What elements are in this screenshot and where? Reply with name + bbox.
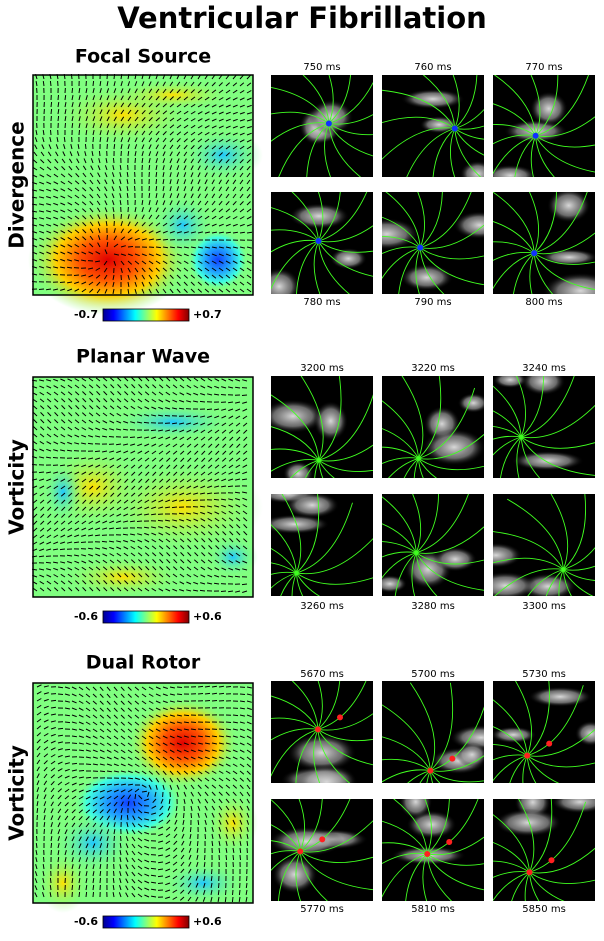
frame-label: 790 ms — [414, 297, 451, 308]
heatmap — [28, 74, 263, 315]
critical-point — [424, 851, 430, 857]
critical-point — [319, 836, 325, 842]
wavefront — [400, 264, 453, 291]
wavefront — [399, 785, 432, 819]
frame-label: 5670 ms — [300, 669, 344, 680]
colorbar — [103, 611, 189, 623]
critical-point — [533, 133, 539, 139]
frame-label: 3280 ms — [411, 601, 455, 612]
wavefront — [272, 856, 317, 894]
frame-label: 5810 ms — [411, 904, 455, 915]
wavefront — [528, 687, 592, 707]
heatmap-blob — [153, 195, 213, 255]
frame-label: 3240 ms — [522, 363, 566, 374]
critical-point — [417, 245, 423, 251]
frame-label: 5730 ms — [522, 669, 566, 680]
colorbar-max-label: +0.7 — [193, 308, 222, 321]
heatmap-blob — [208, 793, 258, 853]
wavefront — [330, 248, 367, 269]
wavefront — [285, 492, 339, 518]
colorbar-min-label: -0.6 — [74, 915, 98, 928]
panel-title: Focal Source — [75, 46, 211, 68]
colorbar-max-label: +0.6 — [193, 610, 222, 623]
frame-label: 780 ms — [303, 297, 340, 308]
colorbar — [103, 916, 189, 928]
wavefront — [423, 429, 486, 466]
critical-point — [531, 250, 537, 256]
critical-point — [446, 839, 452, 845]
critical-point — [449, 756, 455, 762]
critical-point — [548, 857, 554, 863]
frame-label: 5850 ms — [522, 904, 566, 915]
critical-point — [297, 848, 303, 854]
heatmap-blob — [63, 557, 183, 597]
heatmap-blob — [163, 863, 243, 903]
wavefront — [373, 575, 407, 593]
colorbar — [103, 309, 189, 321]
frame-label: 3300 ms — [522, 601, 566, 612]
critical-point — [427, 768, 433, 774]
frame-label: 3200 ms — [300, 363, 344, 374]
critical-point — [316, 238, 322, 244]
panel-title: Dual Rotor — [86, 652, 201, 674]
frame-thumbnail — [470, 482, 604, 657]
heatmap-blob — [183, 130, 263, 180]
wavefront — [289, 203, 349, 229]
frame-label: 760 ms — [414, 62, 451, 73]
wavefront — [512, 451, 584, 470]
frame-label: 5700 ms — [411, 669, 455, 680]
arrows — [32, 74, 252, 294]
colorbar-min-label: -0.6 — [74, 610, 98, 623]
wavefront — [458, 393, 489, 413]
heatmap-blob — [43, 462, 83, 522]
heatmap-blob — [38, 853, 88, 913]
critical-point — [524, 753, 530, 759]
wavefront — [433, 547, 476, 572]
y-axis-label: Vorticity — [5, 439, 29, 535]
heatmap — [33, 683, 258, 913]
wavefront — [283, 461, 313, 486]
wavefront — [530, 91, 568, 126]
critical-point — [326, 120, 332, 126]
frame-content — [228, 642, 408, 817]
frame-label: 3220 ms — [411, 363, 455, 374]
heatmap-blob — [208, 537, 258, 577]
main-title: Ventricular Fibrillation — [117, 1, 487, 35]
critical-point — [315, 726, 321, 732]
frame-label: 5770 ms — [300, 904, 344, 915]
critical-point — [337, 714, 343, 720]
frame-label: 770 ms — [525, 62, 562, 73]
critical-point — [526, 869, 532, 875]
frame-label: 3260 ms — [300, 601, 344, 612]
colorbar-min-label: -0.7 — [74, 308, 98, 321]
critical-point — [546, 741, 552, 747]
wavefront — [484, 165, 536, 187]
frame-label: 750 ms — [303, 62, 340, 73]
frame-label: 800 ms — [525, 297, 562, 308]
y-axis-label: Vorticity — [5, 745, 29, 841]
frame-thumbnail — [228, 642, 408, 817]
panel-title: Planar Wave — [76, 346, 210, 368]
colorbar-max-label: +0.6 — [193, 915, 222, 928]
y-axis-label: Divergence — [5, 121, 29, 248]
critical-point — [452, 126, 458, 132]
wavefront — [314, 401, 348, 441]
vector-field — [32, 74, 252, 294]
heatmap — [32, 377, 263, 597]
